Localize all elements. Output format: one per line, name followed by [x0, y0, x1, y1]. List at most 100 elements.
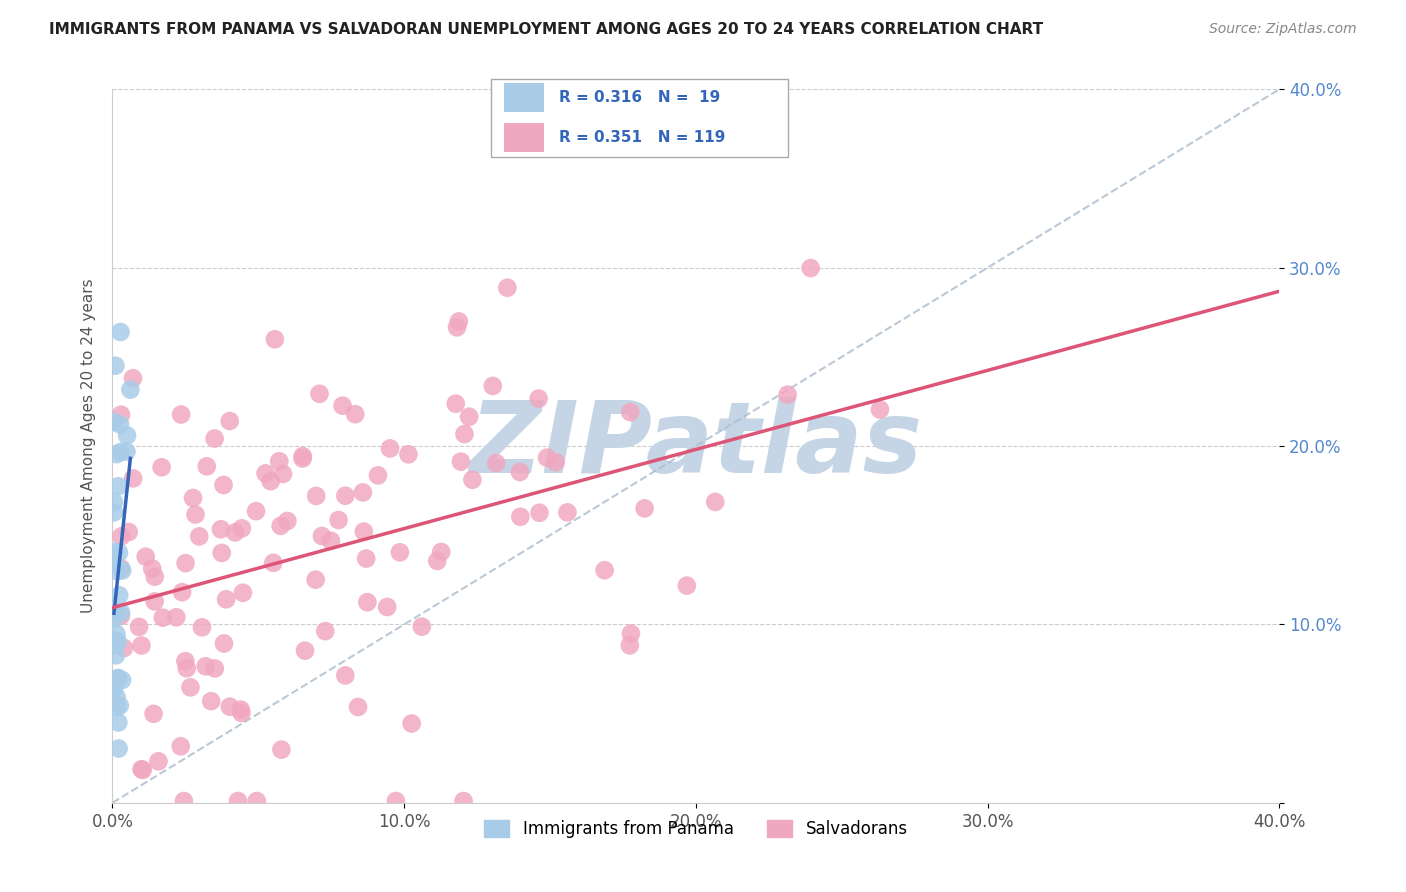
Point — [453, 427, 475, 442]
Point — [328, 513, 350, 527]
Point — [152, 610, 174, 624]
Point — [269, 454, 291, 468]
Point — [209, 522, 232, 536]
Point — [176, 661, 198, 675]
Point — [332, 399, 354, 413]
Point — [108, 417, 131, 432]
Point — [319, 533, 342, 548]
Point — [271, 467, 294, 481]
Point — [212, 636, 235, 650]
Point — [105, 627, 128, 641]
Point — [118, 524, 141, 539]
Point — [115, 444, 138, 458]
FancyBboxPatch shape — [503, 84, 544, 112]
Point — [444, 397, 467, 411]
Point — [141, 561, 163, 575]
FancyBboxPatch shape — [491, 79, 789, 157]
Point — [170, 739, 193, 754]
Point — [131, 639, 153, 653]
Point — [388, 545, 411, 559]
Point — [276, 514, 298, 528]
Text: IMMIGRANTS FROM PANAMA VS SALVADORAN UNEMPLOYMENT AMONG AGES 20 TO 24 YEARS CORR: IMMIGRANTS FROM PANAMA VS SALVADORAN UNE… — [49, 22, 1043, 37]
Point — [509, 465, 531, 479]
Point — [103, 633, 125, 648]
Point — [335, 489, 357, 503]
Point — [103, 681, 125, 696]
Point — [396, 447, 419, 461]
Point — [108, 588, 131, 602]
Point — [107, 635, 129, 649]
Point — [143, 569, 166, 583]
Point — [620, 626, 643, 640]
Point — [496, 281, 519, 295]
Point — [143, 594, 166, 608]
Point — [165, 610, 187, 624]
Text: Source: ZipAtlas.com: Source: ZipAtlas.com — [1209, 22, 1357, 37]
Point — [122, 371, 145, 385]
Point — [633, 501, 655, 516]
Point — [104, 359, 127, 373]
Point — [104, 558, 127, 573]
Point — [105, 700, 128, 714]
Point — [426, 554, 449, 568]
Point — [347, 700, 370, 714]
Point — [270, 519, 292, 533]
Point — [458, 409, 481, 424]
Point — [246, 794, 269, 808]
Point — [174, 654, 197, 668]
Point — [869, 402, 891, 417]
FancyBboxPatch shape — [503, 123, 544, 152]
Point — [529, 506, 551, 520]
Y-axis label: Unemployment Among Ages 20 to 24 years: Unemployment Among Ages 20 to 24 years — [80, 278, 96, 614]
Point — [110, 606, 132, 620]
Point — [304, 573, 326, 587]
Point — [181, 491, 204, 505]
Point — [105, 690, 128, 704]
Point — [593, 563, 616, 577]
Point — [536, 450, 558, 465]
Point — [103, 495, 125, 509]
Point — [291, 449, 314, 463]
Point — [122, 471, 145, 485]
Point — [401, 716, 423, 731]
Point — [211, 546, 233, 560]
Point — [173, 794, 195, 808]
Point — [111, 673, 134, 687]
Point — [527, 392, 550, 406]
Point — [204, 661, 226, 675]
Point — [204, 432, 226, 446]
Point — [120, 383, 142, 397]
Point — [446, 320, 468, 334]
Point — [263, 332, 285, 346]
Point — [291, 451, 314, 466]
Point — [353, 524, 375, 539]
Point — [112, 641, 135, 656]
Point — [270, 742, 292, 756]
Point — [128, 620, 150, 634]
Point — [619, 638, 641, 652]
Point — [148, 755, 170, 769]
Point — [174, 556, 197, 570]
Point — [430, 545, 453, 559]
Point — [215, 592, 238, 607]
Point — [218, 414, 240, 428]
Point — [311, 529, 333, 543]
Point — [110, 325, 132, 339]
Point — [108, 698, 131, 713]
Point — [262, 556, 284, 570]
Point — [110, 445, 132, 459]
Point — [103, 505, 125, 519]
Point — [354, 551, 377, 566]
Point — [485, 456, 508, 470]
Point — [344, 407, 367, 421]
Legend: Immigrants from Panama, Salvadorans: Immigrants from Panama, Salvadorans — [478, 813, 914, 845]
Point — [150, 460, 173, 475]
Point — [218, 699, 240, 714]
Point — [224, 525, 246, 540]
Point — [108, 545, 131, 559]
Point — [231, 706, 253, 720]
Point — [135, 549, 157, 564]
Point — [356, 595, 378, 609]
Point — [461, 473, 484, 487]
Point — [107, 741, 129, 756]
